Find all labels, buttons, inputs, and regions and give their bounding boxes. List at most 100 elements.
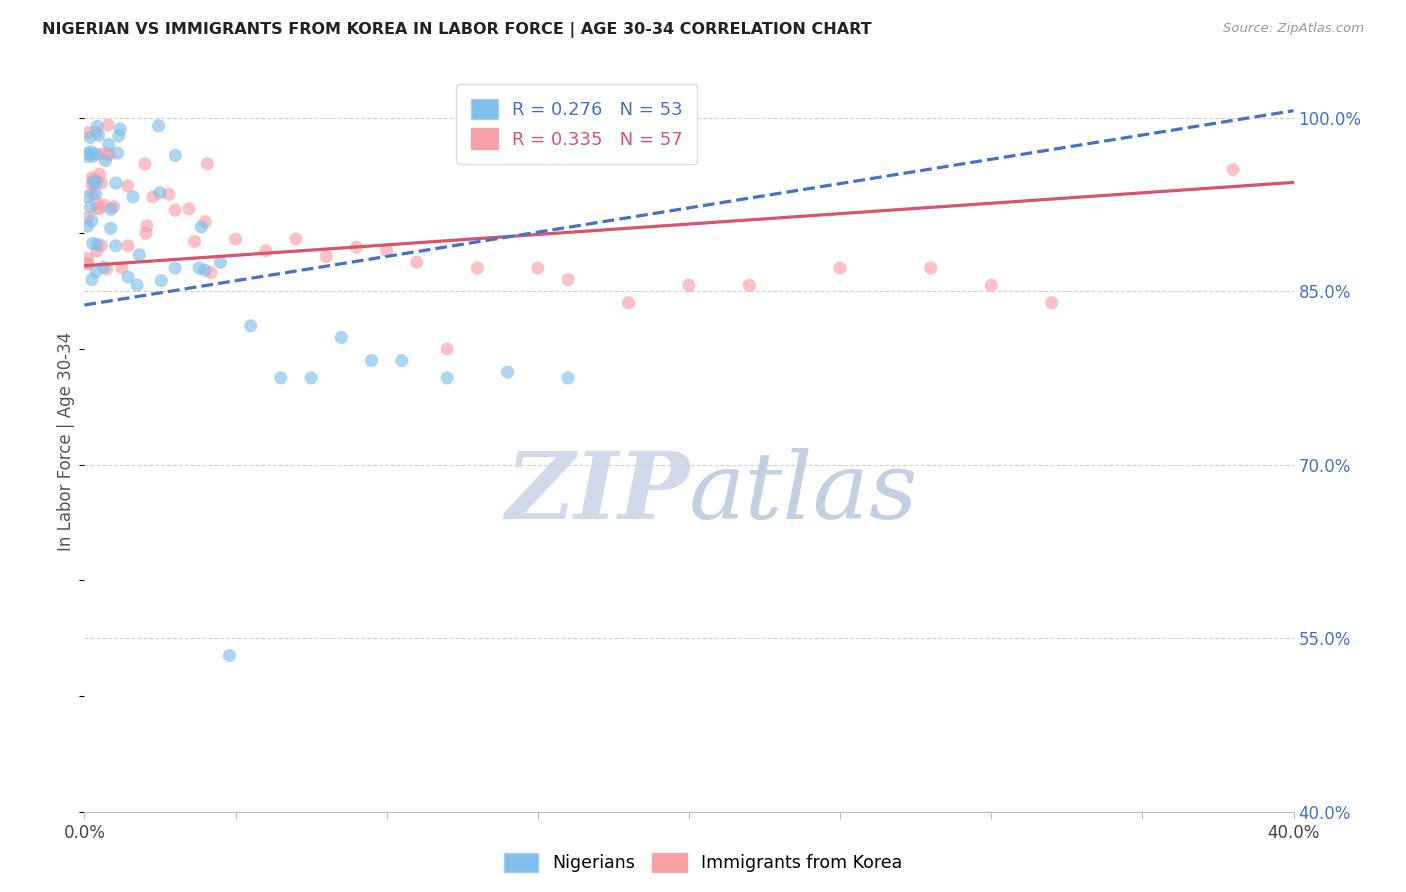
Point <box>920 260 942 275</box>
Legend: Nigerians, Immigrants from Korea: Nigerians, Immigrants from Korea <box>496 846 910 879</box>
Point <box>80 178 103 192</box>
Point <box>557 371 579 385</box>
Point <box>111 260 134 275</box>
Point <box>678 278 700 293</box>
Point <box>97 137 120 152</box>
Point <box>103 200 125 214</box>
Point <box>125 278 148 293</box>
Point <box>135 226 157 240</box>
Point <box>346 240 368 254</box>
Point <box>1222 162 1244 177</box>
Point <box>330 330 353 344</box>
Point <box>299 371 322 385</box>
Point <box>1040 295 1063 310</box>
Point <box>270 371 292 385</box>
Point <box>209 255 232 269</box>
Point <box>104 176 127 190</box>
Point <box>89 167 111 181</box>
Point <box>190 219 212 234</box>
Point <box>165 148 187 162</box>
Point <box>122 190 145 204</box>
Point <box>980 278 1002 293</box>
Point <box>96 146 118 161</box>
Point <box>315 250 337 264</box>
Point <box>97 148 120 162</box>
Point <box>183 235 205 249</box>
Y-axis label: In Labor Force | Age 30-34: In Labor Force | Age 30-34 <box>56 332 75 551</box>
Point <box>406 255 429 269</box>
Point <box>97 118 120 132</box>
Point <box>200 265 222 279</box>
Point <box>87 128 110 143</box>
Text: NIGERIAN VS IMMIGRANTS FROM KOREA IN LABOR FORCE | AGE 30-34 CORRELATION CHART: NIGERIAN VS IMMIGRANTS FROM KOREA IN LAB… <box>42 22 872 38</box>
Point <box>77 126 100 140</box>
Point <box>135 219 157 233</box>
Point <box>195 157 218 171</box>
Point <box>150 274 173 288</box>
Point <box>86 176 108 190</box>
Point <box>467 260 489 275</box>
Point <box>80 186 103 201</box>
Point <box>83 172 105 186</box>
Point <box>84 125 107 139</box>
Point <box>496 365 519 379</box>
Point <box>375 244 398 258</box>
Text: Source: ZipAtlas.com: Source: ZipAtlas.com <box>1223 22 1364 36</box>
Point <box>157 187 180 202</box>
Point <box>76 219 98 234</box>
Point <box>110 122 132 136</box>
Point <box>80 272 103 286</box>
Point <box>436 371 458 385</box>
Point <box>80 145 103 159</box>
Point <box>117 179 139 194</box>
Point <box>84 186 107 201</box>
Point <box>76 150 98 164</box>
Point <box>84 147 107 161</box>
Point <box>285 232 308 246</box>
Point <box>165 203 187 218</box>
Text: ZIP: ZIP <box>505 449 689 539</box>
Point <box>391 353 413 368</box>
Point <box>100 221 122 235</box>
Point <box>225 232 247 246</box>
Point <box>93 198 115 212</box>
Point <box>86 244 108 259</box>
Point <box>82 236 104 251</box>
Point <box>79 200 101 214</box>
Legend: R = 0.276   N = 53, R = 0.335   N = 57: R = 0.276 N = 53, R = 0.335 N = 57 <box>456 84 697 164</box>
Point <box>90 238 112 252</box>
Point <box>738 278 761 293</box>
Point <box>86 120 108 134</box>
Point <box>76 211 98 225</box>
Point <box>86 202 108 216</box>
Point <box>107 146 129 161</box>
Point <box>436 342 458 356</box>
Point <box>194 263 217 277</box>
Point <box>188 260 211 275</box>
Point <box>830 260 852 275</box>
Point <box>79 130 101 145</box>
Point <box>76 252 98 266</box>
Point <box>165 260 187 275</box>
Point <box>76 146 98 161</box>
Point <box>84 264 107 278</box>
Point <box>86 196 108 211</box>
Point <box>177 202 200 216</box>
Point <box>82 175 104 189</box>
Point <box>96 262 118 277</box>
Point <box>239 318 262 333</box>
Point <box>104 239 127 253</box>
Point <box>148 119 170 133</box>
Point <box>254 244 277 258</box>
Point <box>107 128 129 143</box>
Point <box>82 149 104 163</box>
Point <box>94 153 117 168</box>
Point <box>617 295 640 310</box>
Point <box>360 353 382 368</box>
Point <box>87 202 110 216</box>
Point <box>117 239 139 253</box>
Point <box>149 186 172 200</box>
Text: atlas: atlas <box>689 449 918 539</box>
Point <box>90 176 112 190</box>
Point <box>82 170 104 185</box>
